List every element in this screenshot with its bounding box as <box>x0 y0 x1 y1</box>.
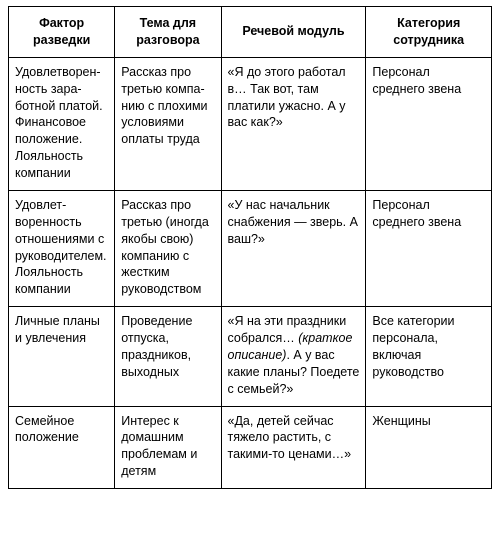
table-row: Удовлетворен­ность зара­ботной платой. Ф… <box>9 57 492 190</box>
col-header-factor: Фактор разведки <box>9 7 115 58</box>
cell-script: «Я на эти праздники собрался… (краткое о… <box>221 307 366 406</box>
cell-factor: Личные планы и увлечения <box>9 307 115 406</box>
cell-category: Персонал среднего звена <box>366 57 492 190</box>
col-header-topic: Тема для разговора <box>115 7 221 58</box>
cell-script: «Да, детей сейчас тяжело растить, с таки… <box>221 406 366 489</box>
cell-topic: Интерес к домашним проблемам и детям <box>115 406 221 489</box>
table-header-row: Фактор разведки Тема для разговора Речев… <box>9 7 492 58</box>
cell-category: Женщины <box>366 406 492 489</box>
cell-factor: Семейное положение <box>9 406 115 489</box>
col-header-category: Категория сотрудника <box>366 7 492 58</box>
table-row: Семейное положение Интерес к домашним пр… <box>9 406 492 489</box>
intel-table: Фактор разведки Тема для разговора Речев… <box>8 6 492 489</box>
table-body: Удовлетворен­ность зара­ботной платой. Ф… <box>9 57 492 488</box>
cell-factor: Удовлетворен­ность зара­ботной платой. Ф… <box>9 57 115 190</box>
col-header-script: Речевой модуль <box>221 7 366 58</box>
cell-script: «Я до этого работал в… Так вот, там плат… <box>221 57 366 190</box>
cell-topic: Рассказ про третью (иногда якобы свою) к… <box>115 190 221 306</box>
table-row: Личные планы и увлечения Проведение отпу… <box>9 307 492 406</box>
table-row: Удовлет­воренность отношениями с руково­… <box>9 190 492 306</box>
cell-factor: Удовлет­воренность отношениями с руково­… <box>9 190 115 306</box>
cell-topic: Рассказ про третью компа­нию с плохими у… <box>115 57 221 190</box>
table-header: Фактор разведки Тема для разговора Речев… <box>9 7 492 58</box>
cell-category: Все категории персонала, включая руковод… <box>366 307 492 406</box>
cell-script: «У нас начальник снабжения — зверь. А ва… <box>221 190 366 306</box>
cell-category: Персонал среднего звена <box>366 190 492 306</box>
cell-topic: Проведение отпуска, праздников, выходных <box>115 307 221 406</box>
